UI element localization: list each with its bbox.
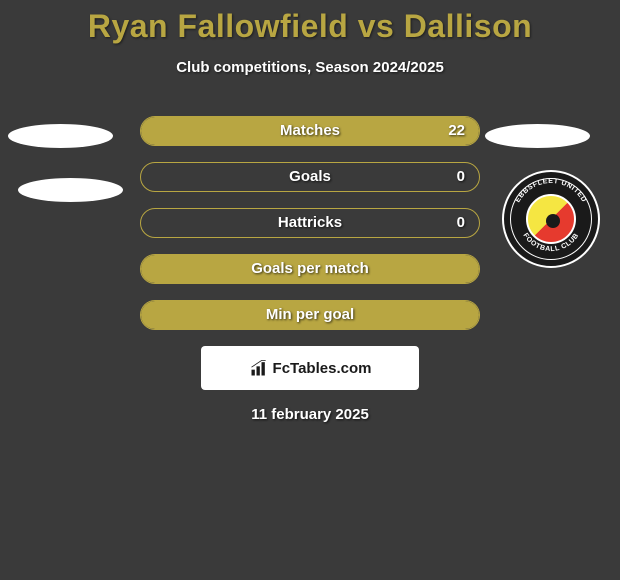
stat-row: Goals0 [0,162,620,192]
stat-row: Hattricks0 [0,208,620,238]
stat-row: Min per goal [0,300,620,330]
bar-chart-icon [249,358,269,378]
branding-text: FcTables.com [273,360,372,377]
stat-label: Min per goal [140,300,480,330]
page-title: Ryan Fallowfield vs Dallison [0,0,620,45]
stat-row: Matches22 [0,116,620,146]
subtitle: Club competitions, Season 2024/2025 [0,59,620,76]
stat-label: Goals per match [140,254,480,284]
stat-value-right: 0 [457,208,465,238]
stat-label: Goals [140,162,480,192]
stat-row: Goals per match [0,254,620,284]
footer-date: 11 february 2025 [0,406,620,423]
stat-label: Matches [140,116,480,146]
branding-box: FcTables.com [201,346,419,390]
stat-value-right: 0 [457,162,465,192]
stat-value-right: 22 [448,116,465,146]
stats-area: Matches22Goals0Hattricks0Goals per match… [0,116,620,330]
stat-label: Hattricks [140,208,480,238]
